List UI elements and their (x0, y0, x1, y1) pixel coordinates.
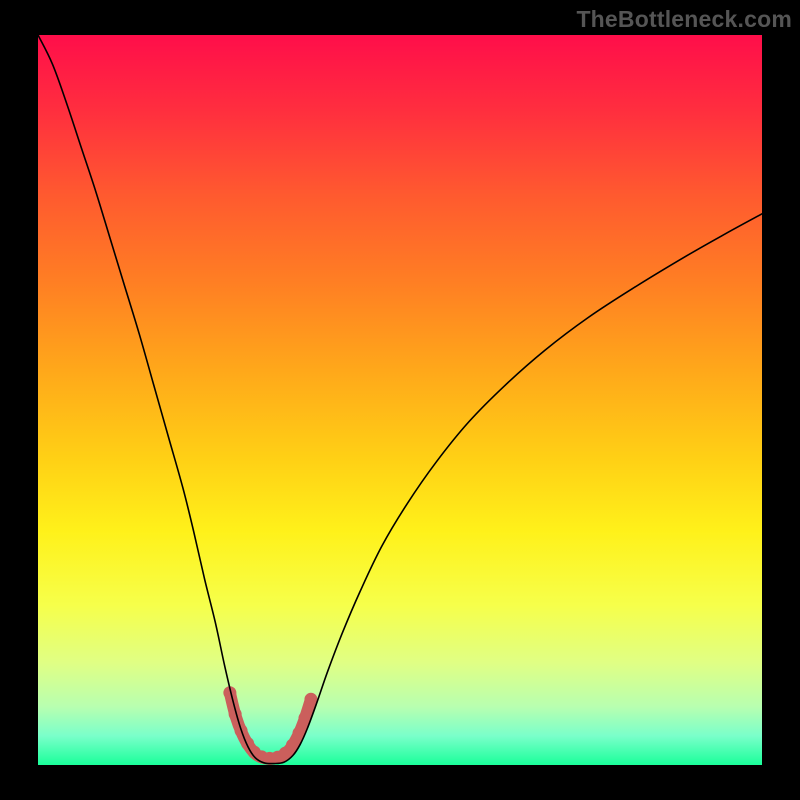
chart-stage: TheBottleneck.com (0, 0, 800, 800)
chart-plot-area (38, 35, 762, 765)
watermark-text: TheBottleneck.com (576, 6, 792, 33)
bottleneck-curve-chart (0, 0, 800, 800)
